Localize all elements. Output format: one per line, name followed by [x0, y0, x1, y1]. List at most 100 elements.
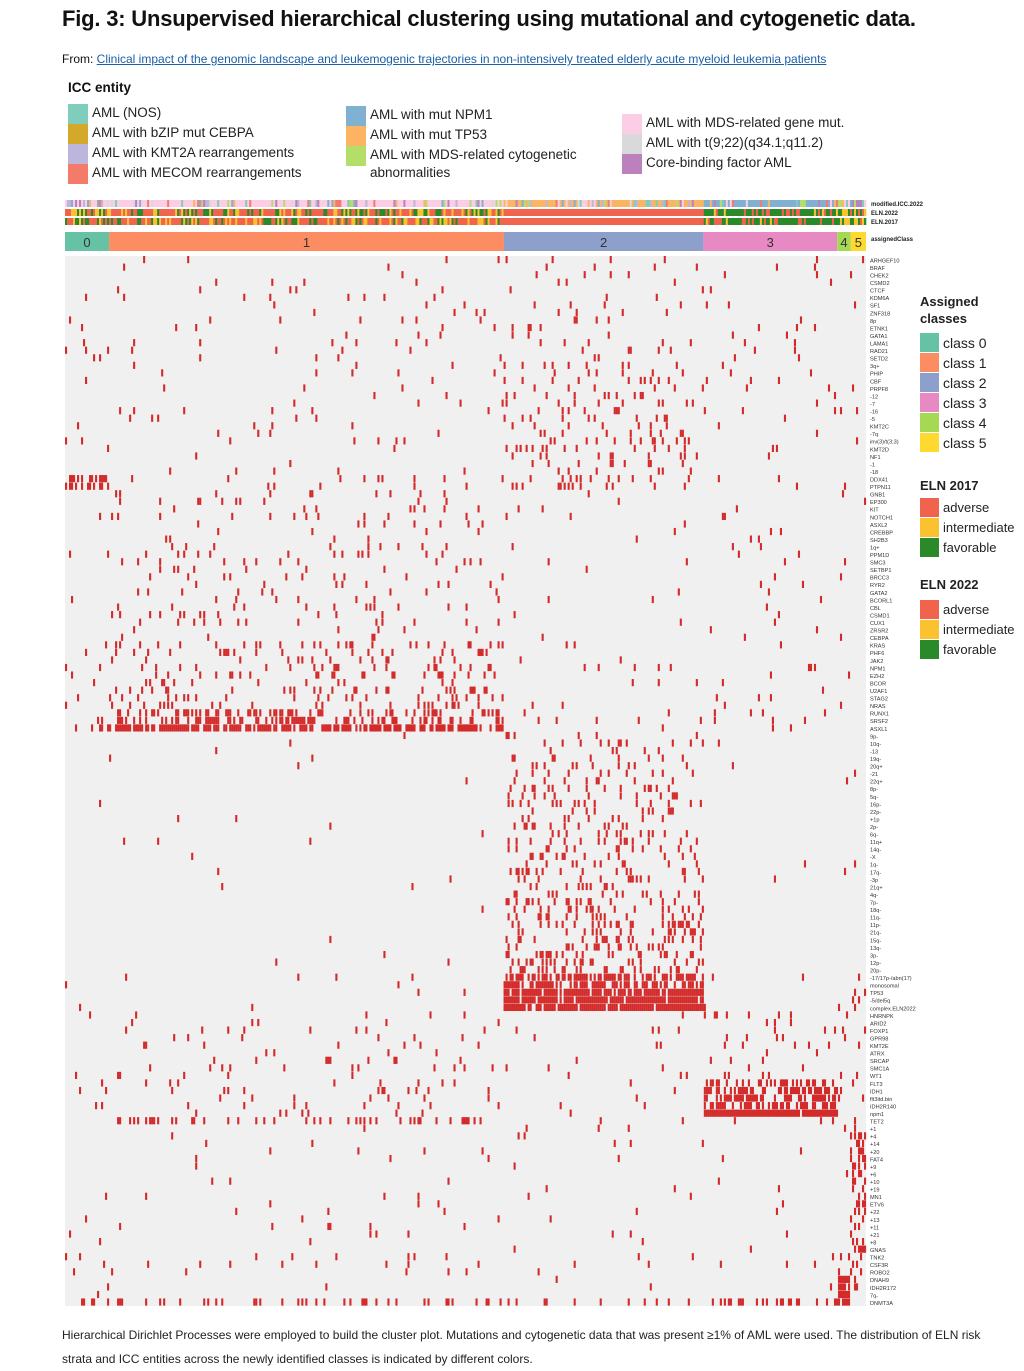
row-label: +1 — [870, 1127, 876, 1133]
mutation-cell — [663, 414, 666, 422]
mutation-cell — [515, 867, 518, 876]
mutation-cell — [701, 1003, 704, 1012]
mutation-cell — [451, 724, 454, 732]
mutation-cell — [471, 724, 474, 732]
mutation-cell — [603, 391, 606, 400]
mutation-cell — [515, 1003, 518, 1012]
mutation-cell — [275, 709, 278, 717]
mutation-cell — [577, 731, 580, 740]
mutation-cell — [761, 1086, 764, 1095]
side-legend-swatch — [920, 353, 939, 372]
mutation-cell — [545, 1298, 548, 1306]
mutation-cell — [719, 1298, 722, 1306]
mutation-cell — [323, 724, 326, 732]
eln2017-track-cell — [167, 218, 170, 225]
mutation-cell — [567, 1003, 570, 1012]
icc-track-cell — [329, 200, 332, 207]
mutation-cell — [757, 1109, 760, 1117]
mutation-cell — [567, 943, 570, 951]
mutation-cell — [233, 724, 236, 732]
eln2017-track-cell — [107, 218, 110, 225]
mutation-cell — [807, 663, 811, 672]
mutation-cell — [223, 1086, 226, 1095]
mutation-cell — [275, 958, 278, 966]
mutation-cell — [347, 1117, 350, 1125]
row-label: KDM6A — [870, 296, 890, 302]
mutation-cell — [173, 565, 176, 573]
icc-track-cell — [507, 200, 510, 207]
mutation-cell — [425, 716, 428, 724]
mutation-cell — [415, 641, 418, 649]
mutation-cell — [667, 784, 670, 792]
eln2017-track-cell — [233, 218, 236, 225]
eln2017-track-cell — [127, 218, 130, 225]
mutation-cell — [673, 958, 676, 966]
mutation-cell — [515, 988, 518, 996]
mutation-cell — [669, 996, 672, 1004]
mutation-cell — [765, 1079, 768, 1087]
icc-track-cell — [673, 200, 677, 207]
mutation-cell — [497, 256, 500, 264]
mutation-cell — [177, 814, 180, 823]
eln2017-track-cell — [79, 218, 82, 225]
icc-track-cell — [443, 200, 446, 207]
eln2017-track-cell — [287, 218, 290, 225]
icc-legend-swatch — [68, 104, 88, 124]
eln2017-track-cell — [835, 218, 839, 225]
icc-track-cell — [801, 200, 805, 207]
mutation-cell — [721, 1102, 724, 1110]
mutation-cell — [765, 1298, 768, 1306]
eln2022-track-cell — [669, 209, 673, 216]
mutation-cell — [683, 520, 686, 528]
eln2022-track-cell — [611, 209, 614, 216]
mutation-cell — [577, 996, 580, 1004]
mutation-cell — [543, 1003, 546, 1012]
mutation-cell — [675, 996, 678, 1004]
icc-track-cell — [727, 200, 731, 207]
mutation-cell — [863, 1154, 867, 1163]
mutation-cell — [513, 611, 516, 619]
mutation-cell — [163, 724, 166, 732]
mutation-cell — [577, 376, 580, 385]
mutation-cell — [229, 716, 232, 724]
mutation-cell — [695, 860, 698, 868]
mutation-cell — [479, 648, 482, 656]
eln2017-track-cell — [631, 218, 635, 225]
mutation-cell — [795, 1109, 799, 1117]
source-article-link[interactable]: Clinical impact of the genomic landscape… — [96, 52, 827, 66]
mutation-cell — [139, 724, 142, 732]
mutation-cell — [179, 611, 182, 619]
mutation-cell — [579, 973, 582, 981]
mutation-cell — [397, 724, 400, 732]
mutation-cell — [351, 1071, 354, 1080]
mutation-cell — [597, 399, 600, 407]
mutation-cell — [673, 1086, 676, 1095]
mutation-cell — [557, 973, 560, 981]
mutation-cell — [451, 648, 454, 656]
icc-track-cell — [189, 200, 192, 207]
mutation-cell — [631, 679, 634, 687]
row-label: -16 — [870, 410, 878, 416]
eln2017-track-cell — [567, 218, 570, 225]
mutation-cell — [639, 950, 642, 959]
mutation-cell — [527, 1192, 530, 1200]
mutation-cell — [657, 663, 660, 672]
mutation-cell — [619, 988, 622, 996]
mutation-cell — [345, 641, 348, 649]
mutation-cell — [507, 996, 510, 1004]
mutation-cell — [779, 1079, 782, 1087]
mutation-cell — [775, 1102, 778, 1110]
mutation-cell — [827, 1041, 831, 1049]
mutation-cell — [647, 837, 650, 845]
mutation-cell — [373, 724, 376, 732]
mutation-cell — [597, 830, 600, 838]
eln2017-track-cell — [605, 218, 608, 225]
mutation-cell — [711, 1298, 714, 1306]
mutation-cell — [393, 671, 396, 679]
side-legend-swatch — [920, 373, 939, 392]
mutation-cell — [683, 437, 686, 445]
mutation-cell — [315, 369, 318, 377]
mutation-cell — [639, 391, 642, 400]
mutation-cell — [483, 308, 486, 317]
mutation-cell — [617, 988, 620, 996]
